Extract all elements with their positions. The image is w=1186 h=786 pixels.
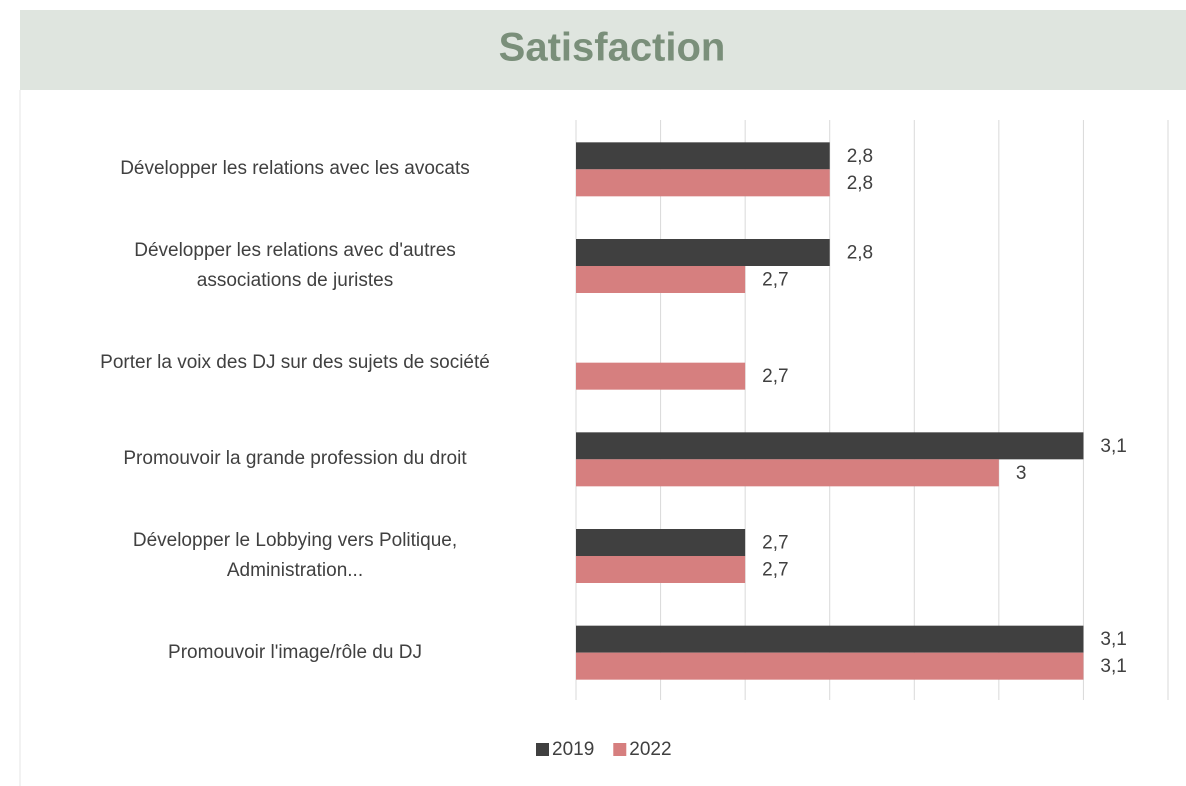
chart-title: Satisfaction [499, 26, 726, 70]
data-label: 3,1 [1100, 629, 1126, 650]
bar [576, 362, 746, 390]
data-label: 2,7 [762, 560, 788, 581]
bar [576, 142, 830, 170]
y-tick-label: Développer le Lobbying vers Politique, A… [132, 530, 458, 581]
title-band [20, 10, 1186, 90]
y-tick-label: Promouvoir l'image/rôle du DJ [168, 641, 422, 663]
legend-swatch [536, 743, 549, 756]
data-label: 2,8 [847, 173, 873, 194]
bar [576, 459, 999, 487]
bar [576, 432, 1084, 460]
data-label: 3,1 [1100, 436, 1126, 457]
bar [576, 239, 830, 266]
bar [576, 652, 1084, 680]
bar [576, 556, 746, 583]
y-tick-label: Promouvoir la grande profession du droit [123, 448, 467, 470]
bar [576, 529, 746, 556]
data-label: 2,8 [847, 243, 873, 264]
legend-label: 2019 [552, 739, 594, 760]
data-label: 3,1 [1100, 656, 1126, 677]
data-label: 3 [1016, 463, 1027, 484]
bar [576, 266, 746, 293]
bar [576, 169, 830, 197]
legend-swatch [613, 743, 627, 756]
legend-label: 2022 [629, 739, 671, 760]
data-label: 2,8 [847, 146, 873, 167]
bar [576, 625, 1084, 653]
data-label: 2,7 [762, 533, 788, 554]
data-label: 2,7 [762, 270, 788, 291]
y-tick-label: Développer les relations avec les avocat… [120, 158, 470, 180]
y-tick-label: Porter la voix des DJ sur des sujets de … [100, 351, 490, 373]
data-label: 2,7 [762, 366, 788, 387]
y-tick-label: Développer les relations avec d'autres a… [134, 240, 456, 291]
